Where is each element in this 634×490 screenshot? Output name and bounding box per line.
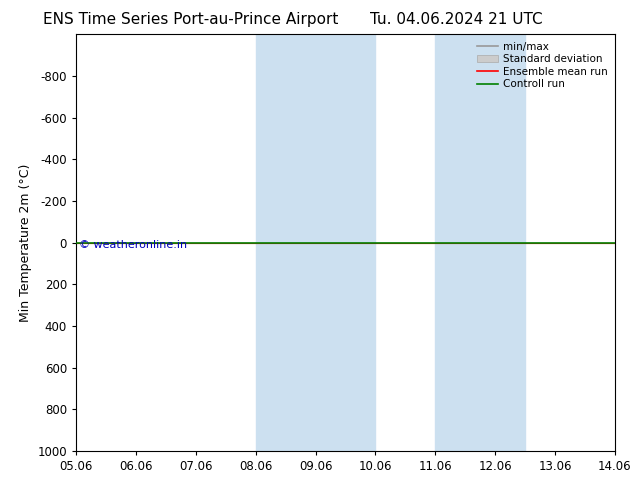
Bar — [436, 34, 525, 451]
Legend: min/max, Standard deviation, Ensemble mean run, Controll run: min/max, Standard deviation, Ensemble me… — [475, 40, 610, 92]
Text: Tu. 04.06.2024 21 UTC: Tu. 04.06.2024 21 UTC — [370, 12, 543, 27]
Text: © weatheronline.in: © weatheronline.in — [79, 241, 187, 250]
Y-axis label: Min Temperature 2m (°C): Min Temperature 2m (°C) — [19, 163, 32, 322]
Text: ENS Time Series Port-au-Prince Airport: ENS Time Series Port-au-Prince Airport — [42, 12, 338, 27]
Bar — [256, 34, 375, 451]
